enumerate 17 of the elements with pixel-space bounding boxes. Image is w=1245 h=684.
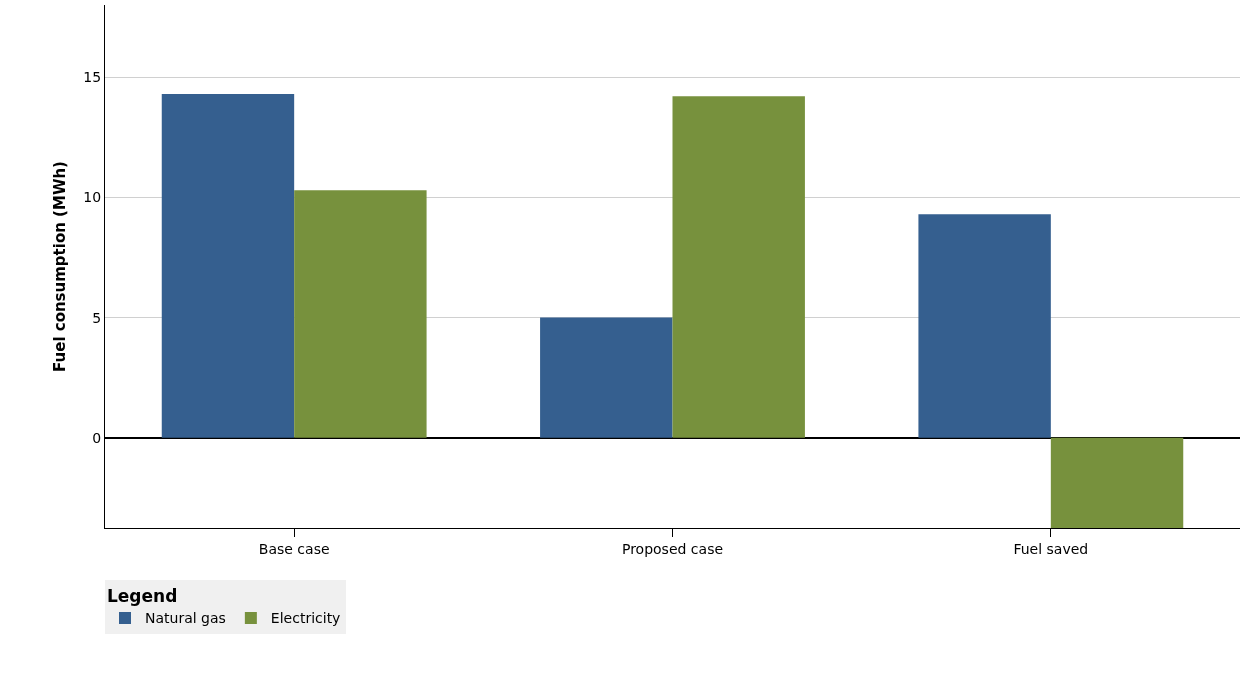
bar xyxy=(161,93,295,438)
x-tick-label: Proposed case xyxy=(621,540,724,557)
legend-title: Legend xyxy=(107,586,178,607)
y-axis-title: Fuel consumption (MWh) xyxy=(51,161,69,372)
bar xyxy=(294,190,427,438)
legend-label: Electricity xyxy=(270,610,341,627)
y-tick-label: 5 xyxy=(92,309,102,326)
bar xyxy=(918,214,1051,438)
bar xyxy=(1050,437,1184,528)
bar xyxy=(672,96,805,438)
y-tick-label: 0 xyxy=(92,429,102,446)
bar xyxy=(540,317,673,438)
x-tick-label: Fuel saved xyxy=(1013,540,1089,557)
x-tick-label: Base case xyxy=(258,540,330,557)
y-tick-label: 15 xyxy=(83,69,102,86)
y-tick-label: 10 xyxy=(83,189,102,206)
legend-label: Natural gas xyxy=(145,610,226,627)
